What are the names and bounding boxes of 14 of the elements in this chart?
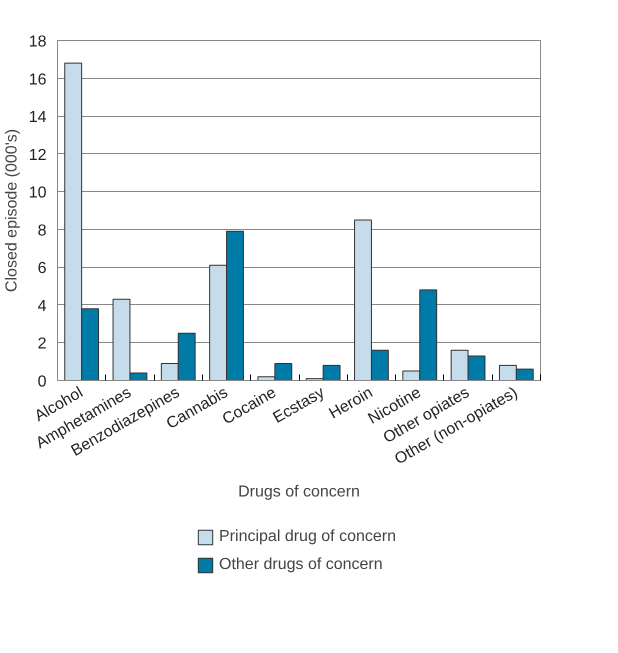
- y-tick-label: 12: [28, 146, 47, 164]
- legend-label: Principal drug of concern: [219, 528, 396, 546]
- y-axis-title: Closed episode (000's): [4, 128, 21, 292]
- y-tick-label: 6: [38, 260, 47, 278]
- legend-label: Other drugs of concern: [219, 556, 383, 574]
- y-tick-label: 18: [28, 34, 47, 50]
- y-tick-label: 4: [38, 298, 47, 315]
- x-axis-title: Drugs of concern: [238, 484, 360, 501]
- y-tick-label: 10: [28, 184, 47, 202]
- y-tick-label: 14: [28, 109, 47, 126]
- y-tick-label: 0: [38, 374, 47, 390]
- y-tick-label: 8: [38, 222, 47, 240]
- y-tick-label: 16: [28, 71, 47, 88]
- y-tick-label: 2: [38, 336, 47, 353]
